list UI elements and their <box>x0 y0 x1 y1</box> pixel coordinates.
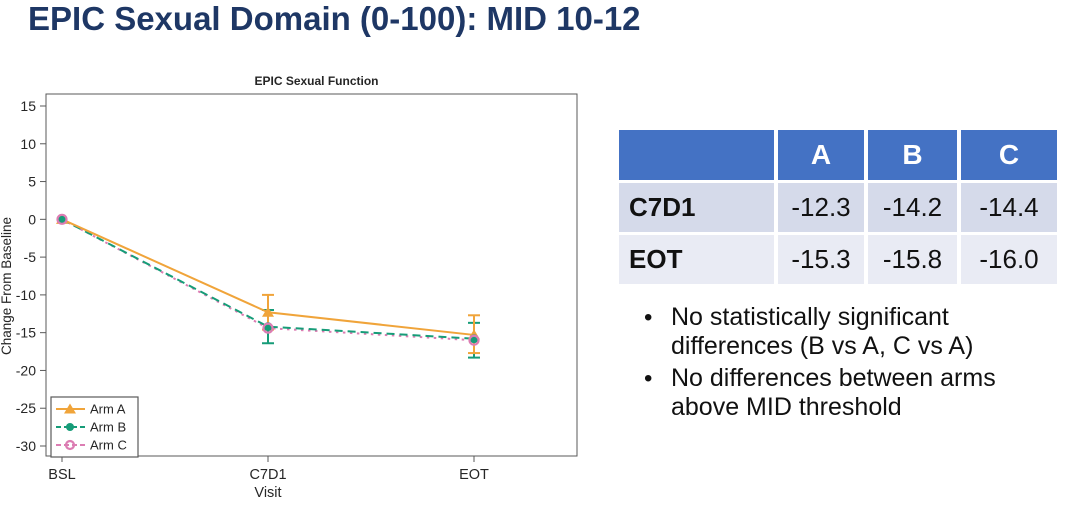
results-table: A B C C7D1 -12.3 -14.2 -14.4 EOT -15.3 -… <box>619 130 1057 284</box>
chart-svg: EPIC Sexual Function 15 10 5 0 -5 -10 -15 -20 -25… <box>0 74 578 501</box>
legend-label: Arm A <box>90 402 126 417</box>
marker-open-circle <box>262 322 274 334</box>
y-tick-label: -25 <box>16 400 36 416</box>
y-axis-title: Change From Baseline <box>0 217 14 355</box>
x-tick-label: EOT <box>459 467 489 483</box>
marker-circle <box>66 423 74 431</box>
bullet-item: No statistically significant differences… <box>634 303 1048 361</box>
y-tick-label: -15 <box>16 325 36 341</box>
x-tick-label: C7D1 <box>249 467 286 483</box>
chart-region: EPIC Sexual Function 15 10 5 0 -5 -10 -15 -20 -25… <box>0 68 610 501</box>
table-value-c7d1-a: -12.3 <box>778 183 864 232</box>
marker-open-circle <box>64 439 76 451</box>
y-tick-label: -30 <box>16 438 36 454</box>
table-header-a: A <box>778 130 864 180</box>
bullet-list: No statistically significant differences… <box>634 303 1048 425</box>
y-tick-label: 0 <box>28 211 36 227</box>
marker-open-circle <box>56 213 68 225</box>
chart-legend: Arm A Arm B Arm C <box>50 396 139 458</box>
y-tick-label: 10 <box>20 136 36 152</box>
slide-title: EPIC Sexual Domain (0-100): MID 10-12 <box>28 0 641 37</box>
y-tick-label: 15 <box>20 98 36 114</box>
chart-title: EPIC Sexual Function <box>254 74 378 88</box>
marker-open-circle <box>468 334 480 346</box>
y-tick-label: -10 <box>16 287 36 303</box>
plot-border <box>45 93 578 457</box>
marker-triangle <box>64 403 76 414</box>
x-axis-title: Visit <box>254 485 281 500</box>
legend-label: Arm C <box>90 438 127 453</box>
y-tick-label: 5 <box>28 174 36 190</box>
table-value-eot-a: -15.3 <box>778 235 864 284</box>
x-tick-label: BSL <box>48 467 75 483</box>
legend-label: Arm B <box>90 420 126 435</box>
y-axis: 15 10 5 0 -5 -10 -15 -20 -25 -30 <box>16 98 46 454</box>
table-value-eot-c: -16.0 <box>961 235 1057 284</box>
table-row-label-eot: EOT <box>619 235 774 284</box>
table-row-label-c7d1: C7D1 <box>619 183 774 232</box>
table-value-c7d1-c: -14.4 <box>961 183 1057 232</box>
bullet-item: No differences between arms above MID th… <box>634 364 1048 422</box>
table-header-c: C <box>961 130 1057 180</box>
marker-circle <box>57 214 67 224</box>
y-tick-label: -20 <box>16 362 36 378</box>
table-header-b: B <box>868 130 957 180</box>
series-line <box>61 218 475 340</box>
series-arm-a <box>61 218 480 355</box>
series-markers <box>56 213 480 346</box>
table-value-eot-b: -15.8 <box>868 235 957 284</box>
marker-triangle <box>262 306 274 317</box>
x-axis: BSL C7D1 EOT <box>48 456 489 483</box>
series-arm-b <box>61 218 480 359</box>
table-value-c7d1-b: -14.2 <box>868 183 957 232</box>
y-tick-label: -5 <box>24 249 37 265</box>
table-corner-cell <box>619 130 774 180</box>
